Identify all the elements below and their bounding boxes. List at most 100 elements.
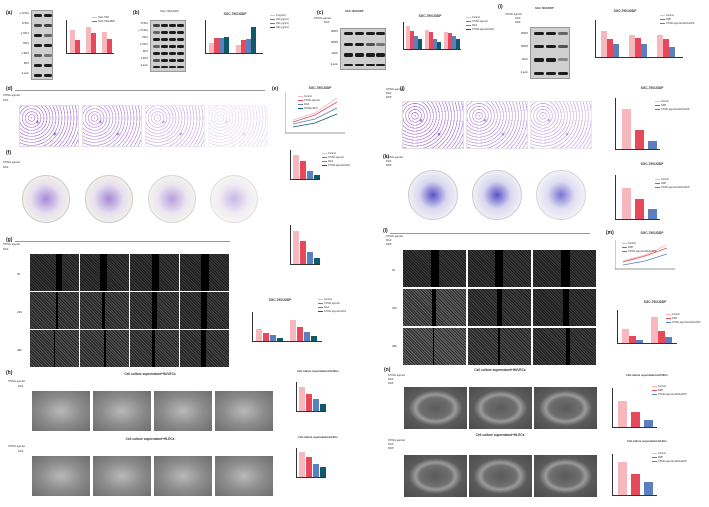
row-label-rg3: RG3 [18, 450, 24, 453]
band-label: β-actin [520, 71, 528, 74]
bar-chart-a [66, 20, 116, 54]
blot-header-b: SGC-7901/DDP [160, 10, 179, 13]
tube-formation-image [469, 455, 532, 497]
row-label-rg3: RG3 [3, 99, 9, 102]
panel-label-a: (a) [6, 10, 13, 16]
tube-formation-image [469, 387, 532, 429]
chart-title-b: SGC-7901/DDP [223, 12, 247, 16]
bar-chart-i [595, 20, 685, 58]
tube-formation-image [32, 391, 90, 431]
scratch-image [30, 254, 79, 291]
bar-chart-h-hlec [296, 448, 326, 478]
colony-dish-image [210, 175, 258, 223]
row-label-sting: STING agonist [386, 156, 404, 159]
band-label: p-TBK1 [20, 32, 29, 35]
panel-label-c: (c) [317, 10, 324, 16]
scratch-image [403, 289, 466, 326]
scratch-image [468, 328, 531, 365]
colony-dish-image [408, 170, 458, 220]
chart-title-e: SGC-7901/DDP [308, 86, 332, 90]
bar-chart-j-quant [615, 98, 660, 150]
band-label: p-IRF3 [21, 52, 29, 55]
blot-header-i: SGC-7901/DDP [535, 7, 554, 10]
scratch-image [468, 289, 531, 326]
row-label-rg3: RG3 [3, 166, 9, 169]
band-label: β-actin [21, 72, 29, 75]
transwell-image [19, 105, 79, 147]
bar-chart-b [205, 20, 265, 54]
transwell-image [402, 101, 464, 149]
transwell-image [530, 101, 592, 149]
legend-e: Control STING agonist RG3 STING+RG3 [298, 95, 320, 111]
section-title-hlec: Cell culture supernatant+HLECs [125, 437, 175, 441]
band-label: p-STING [19, 12, 29, 15]
band-label: MMP9 [331, 41, 338, 44]
panel-label-g: (g) [6, 237, 13, 243]
colony-dish-image [22, 175, 70, 223]
row-label-rg3: RG3 [3, 248, 9, 251]
western-blot-b [150, 20, 186, 72]
chart-title-j: SGC-7901/DDP [640, 86, 664, 90]
scratch-image [468, 250, 531, 287]
scratch-image [533, 289, 596, 326]
panel-label-n: (n) [384, 367, 391, 373]
row-label-sting: STING agonist [505, 13, 523, 16]
chart-title-g: SGC-7901/DDP [268, 298, 292, 302]
legend-d: Control STING agonist RG3 STING agonist+… [322, 152, 350, 168]
scratch-image [130, 292, 179, 329]
colony-dish-image [536, 170, 586, 220]
band-label: IRF3 [142, 50, 148, 53]
western-blot-c [340, 28, 386, 70]
panel-label-k: (k) [383, 154, 390, 160]
legend-n-huvec: Control DDP STING agonist+RG3+DDP [652, 385, 686, 397]
tube-formation-image [404, 387, 467, 429]
transwell-image [82, 105, 142, 147]
time-label-0h: 0h [392, 268, 396, 272]
scratch-image [180, 330, 229, 367]
colony-dish-image [472, 170, 522, 220]
bar-chart-k-quant [615, 175, 660, 220]
chart-title-c: SGC-7901/DDP [418, 14, 442, 18]
row-label-rg3: RG3 [515, 17, 521, 20]
panel-label-l: (l) [383, 228, 388, 234]
tube-formation-image [32, 456, 90, 496]
tube-formation-image [534, 387, 597, 429]
tube-formation-image [154, 391, 212, 431]
row-label-ddp: DDP [388, 447, 394, 450]
line-chart-e [284, 92, 345, 134]
band-label: MMP2 [331, 30, 338, 33]
band-label: p-TBK1 [139, 43, 148, 46]
tube-formation-image [215, 391, 273, 431]
section-title-huvec: Cell culture supernatant+HUVECs [124, 372, 176, 376]
row-label-sting: STING agonist [3, 243, 21, 246]
panel-label-h: (h) [6, 370, 13, 376]
bar-chart-f-quant [290, 225, 320, 265]
row-label-ddp: DDP [386, 243, 392, 246]
band-label: IRF3 [23, 62, 29, 65]
tube-formation-image [215, 456, 273, 496]
scratch-image [533, 250, 596, 287]
legend-l: Control DDP STING agonist+RG3+DDP [666, 313, 700, 325]
transwell-image [145, 105, 205, 147]
row-label-ddp: DDP [515, 21, 521, 24]
row-label-rg3: RG3 [18, 385, 24, 388]
row-label-rg3: RG3 [386, 239, 392, 242]
tube-formation-image [404, 455, 467, 497]
bar-chart-n-hlec [612, 454, 657, 496]
row-label-sting: STING agonist [314, 17, 332, 20]
chart-title-i: SGC-7901/DDP [613, 9, 637, 13]
row-label-sting: STING agonist [386, 88, 404, 91]
band-label: MMP2 [521, 32, 528, 35]
row-label-rg3: RG3 [324, 21, 330, 24]
scratch-image [80, 254, 129, 291]
section-title-hlec: Cell culture supernatant+HLECs [475, 433, 525, 437]
tube-formation-image [93, 456, 151, 496]
row-label-rg3: RG3 [388, 378, 394, 381]
panel-label-m: (m) [606, 230, 614, 236]
bar-chart-g-quant [252, 312, 322, 342]
band-label: STING [21, 22, 29, 25]
band-label: β-actin [330, 63, 338, 66]
scratch-image [180, 292, 229, 329]
scratch-image [80, 292, 129, 329]
band-label: VEGF [331, 52, 338, 55]
